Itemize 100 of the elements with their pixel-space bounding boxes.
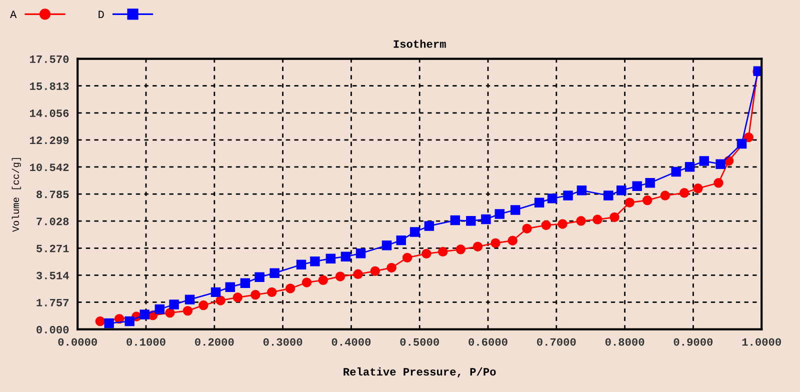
point xyxy=(522,224,532,234)
point xyxy=(410,227,420,237)
point xyxy=(466,216,476,226)
point xyxy=(340,252,351,262)
point xyxy=(402,252,412,263)
point xyxy=(169,300,179,310)
point xyxy=(396,235,406,246)
x-axis-title: Relative Pressure, P/Po xyxy=(344,367,496,378)
y-tick-label: 5.271 xyxy=(36,244,69,252)
point xyxy=(632,181,642,191)
point xyxy=(370,266,380,276)
point xyxy=(310,256,320,266)
x-tick-label: 0.0000 xyxy=(58,338,97,346)
point xyxy=(624,198,634,208)
y-tick-label: 10.542 xyxy=(30,164,69,172)
point xyxy=(494,209,504,219)
point xyxy=(576,216,586,226)
y-tick-label: 3.514 xyxy=(36,272,69,280)
point xyxy=(510,205,520,215)
point xyxy=(104,318,114,328)
point xyxy=(450,215,460,226)
point xyxy=(693,184,703,194)
x-tick-label: 0.5000 xyxy=(400,338,439,346)
point xyxy=(456,244,466,254)
point xyxy=(335,272,346,282)
point xyxy=(547,194,558,204)
point xyxy=(671,166,681,177)
point xyxy=(604,190,614,200)
x-tick-label: 0.7000 xyxy=(537,338,576,346)
point xyxy=(490,238,500,248)
point xyxy=(558,219,568,229)
point xyxy=(684,162,695,172)
point xyxy=(541,220,551,230)
x-tick-label: 0.1000 xyxy=(126,338,166,346)
point xyxy=(302,278,312,288)
point xyxy=(736,138,747,149)
point xyxy=(318,275,328,286)
point xyxy=(165,308,175,318)
legend-label: D xyxy=(98,10,104,18)
point xyxy=(240,278,250,288)
point xyxy=(563,190,573,200)
point xyxy=(422,248,432,259)
point xyxy=(266,287,277,298)
point xyxy=(610,212,620,222)
point xyxy=(356,248,366,258)
point xyxy=(353,269,363,280)
x-tick-label: 1.0000 xyxy=(742,338,781,346)
point xyxy=(645,178,655,188)
x-tick-label: 0.4000 xyxy=(332,338,371,346)
y-tick-label: 17.570 xyxy=(30,55,69,63)
y-tick-label: 14.056 xyxy=(30,109,69,118)
point xyxy=(744,132,754,142)
point xyxy=(182,306,193,316)
y-tick-label: 1.757 xyxy=(36,298,69,306)
point xyxy=(285,284,296,294)
point xyxy=(438,246,448,257)
point xyxy=(472,242,483,252)
point xyxy=(616,186,626,196)
legend-label: A xyxy=(10,10,17,18)
y-tick-label: 7.028 xyxy=(36,218,69,226)
point xyxy=(124,316,134,326)
point xyxy=(576,186,587,196)
point xyxy=(296,260,306,270)
y-tick-label: 0.000 xyxy=(36,326,69,334)
x-tick-label: 0.2000 xyxy=(195,338,234,346)
x-tick-label: 0.3000 xyxy=(263,338,302,346)
point xyxy=(210,287,221,298)
y-tick-label: 15.813 xyxy=(30,82,69,90)
point xyxy=(481,214,491,224)
point xyxy=(232,292,243,302)
point xyxy=(250,290,260,300)
point xyxy=(716,159,726,169)
point xyxy=(216,296,226,306)
point xyxy=(386,262,396,273)
point xyxy=(154,304,165,314)
point xyxy=(592,214,602,224)
point xyxy=(660,190,670,200)
x-tick-label: 0.8000 xyxy=(605,338,644,346)
point xyxy=(270,268,280,278)
y-axis-title: Volume [cc/g] xyxy=(12,158,21,232)
point xyxy=(198,300,208,310)
point xyxy=(225,282,235,292)
point xyxy=(508,236,518,246)
point xyxy=(424,221,434,231)
point xyxy=(699,156,710,166)
x-tick-label: 0.9000 xyxy=(674,338,713,346)
point xyxy=(184,294,195,304)
point xyxy=(140,310,150,320)
point xyxy=(642,195,652,206)
y-tick-label: 12.299 xyxy=(30,136,69,144)
x-tick-label: 0.6000 xyxy=(468,338,508,346)
point xyxy=(534,198,544,208)
chart-title: Isotherm xyxy=(394,40,446,48)
point xyxy=(382,240,392,250)
point xyxy=(679,188,690,198)
y-tick-label: 8.785 xyxy=(36,190,69,198)
point xyxy=(326,254,336,264)
point xyxy=(714,178,724,188)
point xyxy=(95,316,106,326)
point xyxy=(254,272,264,282)
